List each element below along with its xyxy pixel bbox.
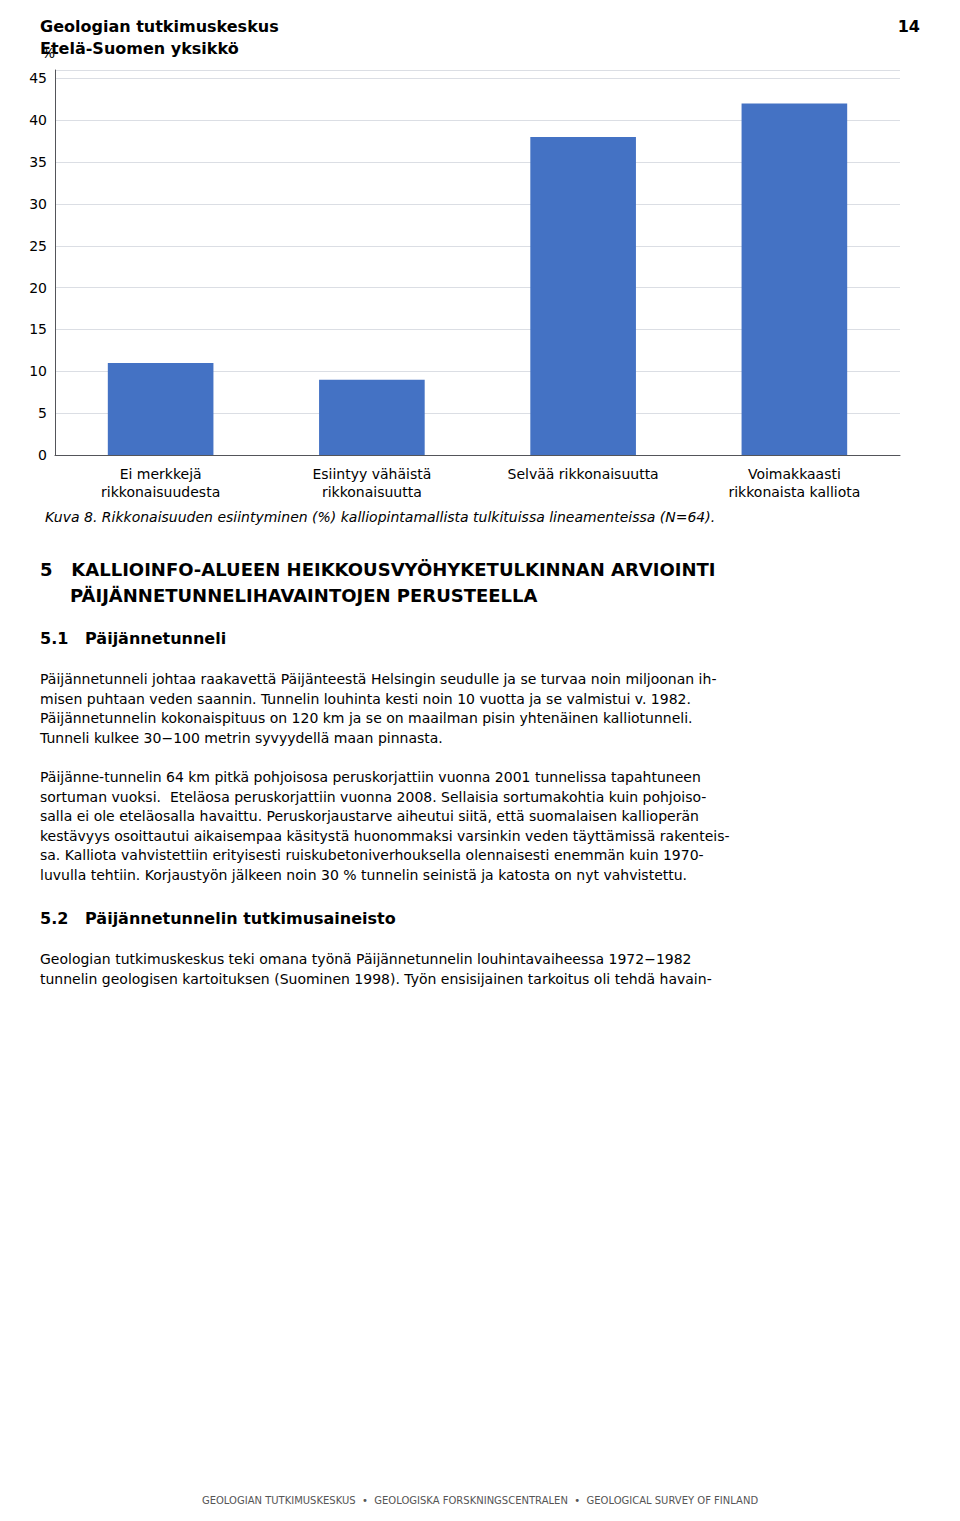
svg-text:0: 0	[38, 447, 47, 463]
svg-text:luvulla tehtiin. Korjaustyön j: luvulla tehtiin. Korjaustyön jälkeen noi…	[40, 867, 687, 883]
svg-text:Päijännetunneli johtaa raakave: Päijännetunneli johtaa raakavettä Päijän…	[40, 671, 716, 687]
svg-text:Geologian tutkimuskeskus teki: Geologian tutkimuskeskus teki omana työn…	[40, 951, 692, 967]
svg-text:tunnelin geologisen kartoituks: tunnelin geologisen kartoituksen (Suomin…	[40, 971, 712, 987]
svg-text:40: 40	[29, 112, 47, 128]
svg-text:rikkonaista kalliota: rikkonaista kalliota	[728, 484, 860, 500]
svg-text:Kuva 8. Rikkonaisuuden esiinty: Kuva 8. Rikkonaisuuden esiintyminen (%) …	[45, 509, 715, 525]
svg-text:Etelä-Suomen yksikkö: Etelä-Suomen yksikkö	[40, 39, 239, 58]
svg-text:sortuman vuoksi. Eteläosa per: sortuman vuoksi. Eteläosa peruskorjattii…	[40, 789, 706, 805]
svg-text:Esiintyy vähäistä: Esiintyy vähäistä	[312, 466, 431, 482]
svg-text:30: 30	[29, 196, 47, 212]
svg-text:10: 10	[29, 363, 47, 379]
svg-text:14: 14	[898, 17, 920, 36]
svg-text:45: 45	[29, 70, 47, 86]
svg-text:25: 25	[29, 238, 47, 254]
svg-text:rikkonaisuudesta: rikkonaisuudesta	[101, 484, 220, 500]
svg-text:35: 35	[29, 154, 47, 170]
svg-text:Geologian tutkimuskeskus: Geologian tutkimuskeskus	[40, 17, 279, 36]
svg-text:5.1 Päijännetunneli: 5.1 Päijännetunneli	[40, 629, 226, 648]
svg-text:5 KALLIOINFO-ALUEEN HEIKKOUS: 5 KALLIOINFO-ALUEEN HEIKKOUSVYÖHYKETULKI…	[40, 559, 715, 580]
svg-text:Voimakkaasti: Voimakkaasti	[748, 466, 841, 482]
svg-text:GEOLOGIAN TUTKIMUSKESKUS • G: GEOLOGIAN TUTKIMUSKESKUS • GEOLOGISKA FO…	[202, 1495, 758, 1506]
svg-text:kestävyys osoittautui aikaisem: kestävyys osoittautui aikaisempaa käsity…	[40, 828, 730, 844]
svg-text:salla ei ole eteläosalla havai: salla ei ole eteläosalla havaittu. Perus…	[40, 808, 699, 824]
svg-text:Tunneli kulkee 30−100 metrin s: Tunneli kulkee 30−100 metrin syvyydellä …	[39, 730, 443, 746]
svg-text:Päijänne-tunnelin 64 km pitkä: Päijänne-tunnelin 64 km pitkä pohjoisosa…	[40, 769, 701, 785]
svg-text:Selvää rikkonaisuutta: Selvää rikkonaisuutta	[508, 466, 659, 482]
svg-text:rikkonaisuutta: rikkonaisuutta	[322, 484, 422, 500]
svg-text:%: %	[42, 45, 55, 61]
svg-text:Ei merkkejä: Ei merkkejä	[120, 466, 202, 482]
svg-text:5: 5	[38, 405, 47, 421]
svg-text:5.2 Päijännetunnelin tutkimu: 5.2 Päijännetunnelin tutkimusaineisto	[40, 909, 396, 928]
svg-text:sa. Kalliota vahvistettiin eri: sa. Kalliota vahvistettiin erityisesti r…	[40, 847, 704, 863]
svg-text:Päijännetunnelin kokonaispituu: Päijännetunnelin kokonaispituus on 120 k…	[40, 710, 693, 726]
svg-text:PÄIJÄNNETUNNELIHAVAINTOJEN PER: PÄIJÄNNETUNNELIHAVAINTOJEN PERUSTEELLA	[70, 585, 538, 606]
svg-text:20: 20	[29, 280, 47, 296]
svg-text:misen puhtaan veden saannin. T: misen puhtaan veden saannin. Tunnelin lo…	[40, 691, 691, 707]
svg-text:15: 15	[29, 321, 47, 337]
